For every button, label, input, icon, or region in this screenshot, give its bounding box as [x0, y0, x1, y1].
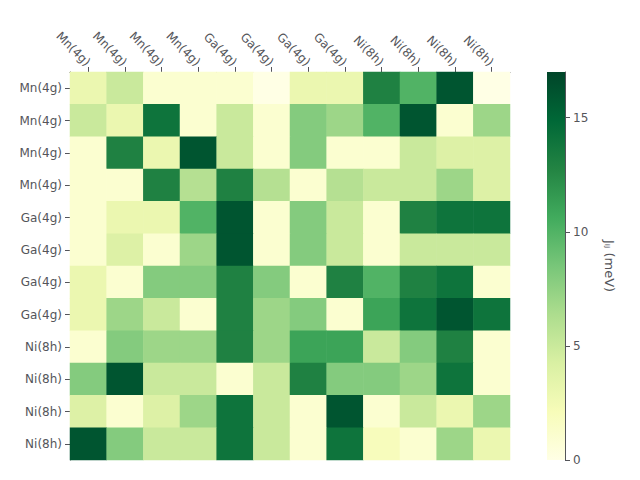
svg-text:Mn(4g): Mn(4g)	[19, 81, 62, 95]
svg-text:Mn(4g): Mn(4g)	[90, 29, 130, 69]
svg-text:10: 10	[573, 225, 588, 239]
svg-text:Ga(4g): Ga(4g)	[21, 211, 62, 225]
svg-text:Ni(8h): Ni(8h)	[25, 372, 62, 386]
svg-text:Ni(8h): Ni(8h)	[424, 33, 460, 69]
svg-text:Ni(8h): Ni(8h)	[25, 437, 62, 451]
svg-text:Ni(8h): Ni(8h)	[387, 33, 423, 69]
svg-text:Ni(8h): Ni(8h)	[25, 405, 62, 419]
svg-text:Mn(4g): Mn(4g)	[19, 178, 62, 192]
svg-text:Mn(4g): Mn(4g)	[19, 146, 62, 160]
svg-text:5: 5	[573, 339, 581, 353]
svg-text:Ga(4g): Ga(4g)	[201, 30, 240, 69]
svg-text:Ni(8h): Ni(8h)	[351, 33, 387, 69]
svg-text:Jᵢⱼ (meV): Jᵢⱼ (meV)	[602, 239, 617, 292]
svg-text:Mn(4g): Mn(4g)	[163, 29, 203, 69]
svg-text:Ni(8h): Ni(8h)	[461, 33, 497, 69]
svg-text:Ga(4g): Ga(4g)	[21, 308, 62, 322]
svg-text:0: 0	[573, 453, 581, 467]
svg-text:Ga(4g): Ga(4g)	[311, 30, 350, 69]
svg-text:Mn(4g): Mn(4g)	[53, 29, 93, 69]
svg-text:15: 15	[573, 111, 588, 125]
svg-text:Mn(4g): Mn(4g)	[127, 29, 167, 69]
svg-text:Ga(4g): Ga(4g)	[238, 30, 277, 69]
svg-text:Ga(4g): Ga(4g)	[21, 243, 62, 257]
svg-text:Mn(4g): Mn(4g)	[19, 114, 62, 128]
svg-text:Ga(4g): Ga(4g)	[274, 30, 313, 69]
svg-text:Ni(8h): Ni(8h)	[25, 340, 62, 354]
svg-text:Ga(4g): Ga(4g)	[21, 275, 62, 289]
